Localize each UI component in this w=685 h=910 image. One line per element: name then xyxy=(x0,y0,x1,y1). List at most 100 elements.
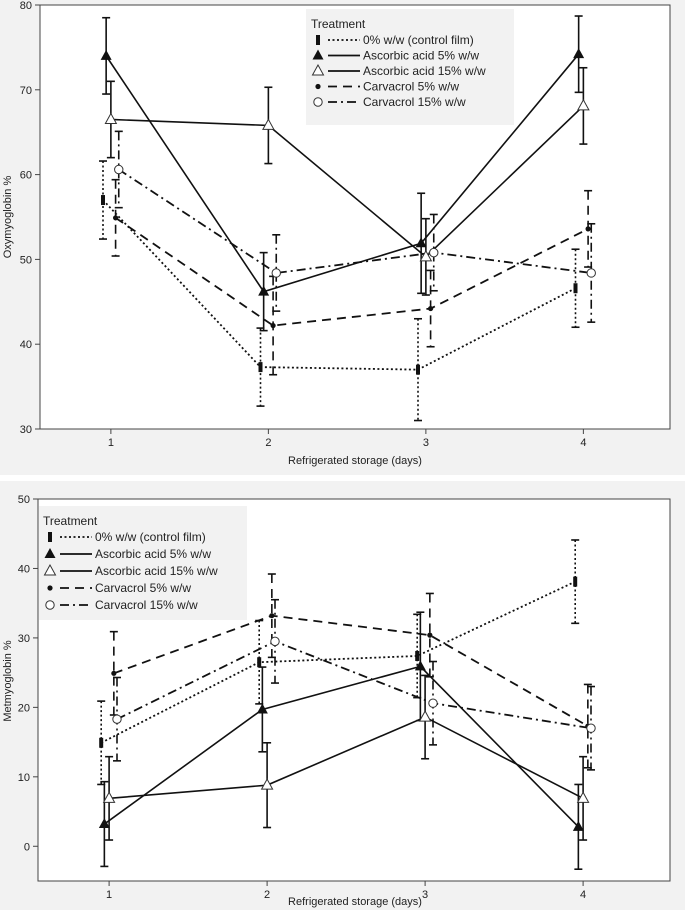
error-bar xyxy=(425,592,434,678)
y-tick-label: 40 xyxy=(18,563,30,575)
series-line-triangle-filled xyxy=(105,53,580,293)
data-point-triangle-filled xyxy=(415,237,427,248)
series-line-triangle-filled xyxy=(103,665,579,828)
legend-title: Treatment xyxy=(43,514,98,528)
x-tick-label: 1 xyxy=(106,889,112,901)
data-point-bar xyxy=(101,195,105,206)
x-axis-label: Refrigerated storage (days) xyxy=(288,896,422,908)
data-point-dot-filled xyxy=(270,322,276,329)
data-point-dot-filled xyxy=(269,613,275,619)
data-point-bar xyxy=(416,364,420,375)
data-point-bar xyxy=(258,362,263,373)
data-point-bar xyxy=(257,657,262,668)
data-point-circle-open xyxy=(586,723,596,733)
legend-marker-circle-open xyxy=(45,600,55,610)
series-line-triangle-open xyxy=(109,716,584,800)
legend-label: Ascorbic acid 15% w/w xyxy=(95,564,218,578)
y-tick-label: 50 xyxy=(20,254,32,266)
legend-marker-dot-filled xyxy=(47,585,53,591)
data-point-dot-filled xyxy=(585,226,591,232)
y-tick-label: 50 xyxy=(18,494,30,506)
data-point-triangle-filled xyxy=(100,49,112,60)
y-axis-label: Oxymyoglobin % xyxy=(2,176,14,259)
y-tick-label: 30 xyxy=(20,424,32,436)
x-tick-label: 3 xyxy=(422,889,428,901)
data-point-bar xyxy=(573,283,578,294)
metmyoglobin-chart: 0 10 20 30 40 50 1 2 3 4 Refrigerated storage (da… xyxy=(2,494,671,908)
x-tick-label: 1 xyxy=(108,437,114,449)
data-point-circle-open xyxy=(114,164,124,175)
legend-label: 0% w/w (control film) xyxy=(363,33,474,47)
data-point-triangle-open xyxy=(418,710,432,722)
data-point-triangle-open xyxy=(260,778,274,790)
data-point-circle-open xyxy=(428,698,438,708)
legend-item: Ascorbic acid 5% w/w xyxy=(44,547,211,561)
series-line-dot-filled xyxy=(115,217,589,327)
legend-item: 0% w/w (control film) xyxy=(316,33,474,47)
data-point-bar xyxy=(99,737,104,748)
data-point-bar xyxy=(415,650,420,661)
legend-marker-triangle-open xyxy=(311,63,325,76)
legend-item: Carvacrol 5% w/w xyxy=(315,80,459,94)
x-tick-label: 4 xyxy=(580,889,586,901)
series-line-circle-open xyxy=(116,640,592,730)
data-point-circle-open xyxy=(112,714,122,724)
data-point-triangle-filled xyxy=(98,818,110,829)
legend-marker-triangle-filled xyxy=(312,49,324,60)
legend-marker-triangle-open xyxy=(43,563,57,576)
y-tick-label: 60 xyxy=(20,170,32,182)
legend-label: Ascorbic acid 5% w/w xyxy=(95,547,211,561)
legend-item: Ascorbic acid 15% w/w xyxy=(43,563,218,578)
y-tick-label: 10 xyxy=(18,772,30,784)
data-point-bar xyxy=(573,576,578,587)
data-point-triangle-filled xyxy=(414,660,426,671)
x-tick-label: 2 xyxy=(264,889,270,901)
data-point-dot-filled xyxy=(427,632,433,638)
oxymyoglobin-chart: 30 40 50 60 70 80 1 2 3 4 Refrigerated storage (d… xyxy=(2,0,671,467)
legend-label: Carvacrol 15% w/w xyxy=(363,95,466,109)
data-point-triangle-open xyxy=(576,791,590,803)
data-point-triangle-filled xyxy=(573,48,585,59)
data-point-triangle-open xyxy=(262,118,275,130)
legend-label: Carvacrol 15% w/w xyxy=(95,598,198,612)
legend-label: Ascorbic acid 5% w/w xyxy=(363,49,479,63)
series-line-dot-filled xyxy=(113,614,589,727)
legend-label: Carvacrol 5% w/w xyxy=(95,581,191,595)
data-point-dot-filled xyxy=(428,305,434,312)
legend-item: Ascorbic acid 15% w/w xyxy=(311,63,486,78)
data-point-triangle-open xyxy=(104,112,118,124)
legend-marker-bar xyxy=(48,532,52,542)
data-point-circle-open xyxy=(586,268,596,278)
y-tick-label: 80 xyxy=(20,0,32,12)
x-tick-label: 4 xyxy=(580,437,586,449)
y-tick-label: 0 xyxy=(24,841,30,853)
data-point-triangle-filled xyxy=(258,285,270,296)
data-point-triangle-open xyxy=(419,249,433,262)
series-line-circle-open xyxy=(118,168,592,274)
data-point-circle-open xyxy=(270,636,280,647)
series-line-triangle-open xyxy=(110,105,584,258)
legend-item: Carvacrol 15% w/w xyxy=(45,598,198,612)
error-bar xyxy=(587,222,596,323)
y-tick-label: 20 xyxy=(18,702,30,714)
legend: Treatment 0% w/w (control film) Ascorbic … xyxy=(39,506,247,620)
legend-label: Carvacrol 5% w/w xyxy=(363,80,459,94)
x-tick-label: 3 xyxy=(423,437,429,449)
legend-label: Ascorbic acid 15% w/w xyxy=(363,64,486,78)
data-point-dot-filled xyxy=(111,670,117,676)
x-tick-label: 2 xyxy=(265,437,271,449)
legend: Treatment 0% w/w (control film) Ascorbic … xyxy=(306,9,514,125)
data-point-triangle-open xyxy=(577,98,590,111)
legend-background xyxy=(306,9,514,125)
legend-item: Carvacrol 5% w/w xyxy=(47,581,191,595)
legend-item: Ascorbic acid 5% w/w xyxy=(312,49,479,63)
legend-marker-dot-filled xyxy=(315,83,321,90)
legend-marker-circle-open xyxy=(313,97,323,107)
legend-item: Carvacrol 15% w/w xyxy=(313,95,466,109)
error-bar xyxy=(571,248,580,329)
legend-label: 0% w/w (control film) xyxy=(95,530,206,544)
data-point-triangle-filled xyxy=(256,703,268,714)
y-tick-label: 30 xyxy=(18,633,30,645)
data-point-circle-open xyxy=(271,268,281,278)
data-point-circle-open xyxy=(429,247,439,258)
